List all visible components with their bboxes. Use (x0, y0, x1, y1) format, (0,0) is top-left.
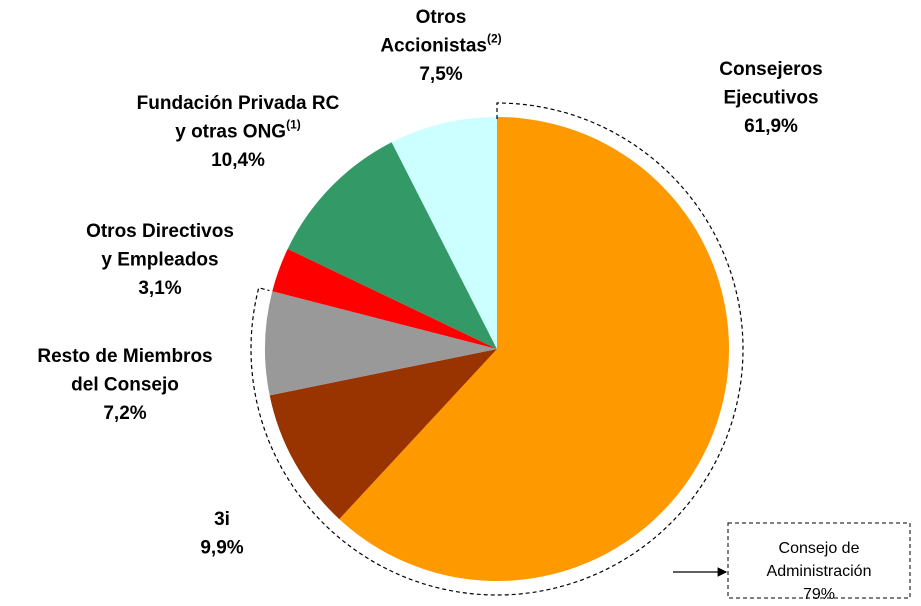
slice-value-label: 7,2% (103, 403, 146, 424)
slice-label: 3i (214, 509, 230, 530)
group-value-label: 79% (803, 586, 835, 603)
slice-label: Resto de Miembros del Consejo (37, 346, 212, 396)
group-arc (250, 102, 744, 596)
pie-slice (269, 349, 497, 520)
slice-value-label: 10,4% (211, 150, 265, 171)
slice-value-label: 7,5% (419, 64, 462, 85)
slice-label: Otros Directivos y Empleados (86, 221, 234, 271)
label-note: (2) (487, 32, 502, 46)
pie-slice (287, 142, 497, 349)
group-label: Consejo de Administración (767, 540, 872, 580)
slice-label: Otros Accionistas(2) (380, 7, 501, 57)
pie-slice (391, 117, 497, 349)
label-note: (1) (286, 118, 301, 132)
pie-slice (272, 248, 497, 349)
slice-value-label: 3,1% (138, 278, 181, 299)
slice-label: Consejeros Ejecutivos (719, 59, 822, 109)
group-box (727, 522, 911, 599)
pie-slice (264, 291, 497, 396)
slice-value-label: 9,9% (200, 538, 243, 559)
slice-label: Fundación Privada RC y otras ONG(1) (137, 93, 340, 143)
pie-slice (339, 117, 729, 581)
slice-value-label: 61,9% (744, 116, 798, 137)
